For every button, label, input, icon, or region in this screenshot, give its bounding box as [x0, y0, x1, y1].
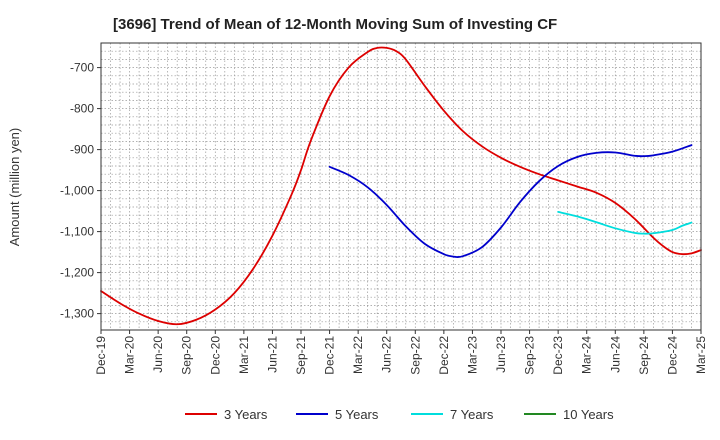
plot-frame	[100, 42, 702, 331]
x-tick-label: Sep-22	[408, 336, 422, 375]
series-layer	[100, 46, 702, 326]
x-tick-label: Dec-22	[437, 336, 451, 375]
plot-area	[101, 43, 701, 330]
x-tick-label: Jun-24	[608, 336, 622, 373]
x-tick-label: Dec-24	[665, 336, 679, 375]
x-tick-label: Sep-23	[523, 336, 537, 375]
x-tick-label: Mar-25	[694, 336, 708, 374]
grid	[101, 43, 701, 330]
x-tick-label: Jun-21	[265, 336, 279, 373]
legend-label-5-years: 5 Years	[335, 407, 379, 422]
x-tick-label: Dec-20	[208, 336, 222, 375]
x-tick-label: Mar-24	[580, 336, 594, 374]
legend-label-7-years: 7 Years	[450, 407, 494, 422]
x-tick-label: Sep-20	[180, 336, 194, 375]
x-axis: Dec-19 Mar-20 Jun-20 Sep-20 Dec-20 Mar-21 Jun-…	[94, 330, 708, 375]
x-tick-label: Dec-21	[323, 336, 337, 375]
y-axis: -700 -800 -900 -1,000 -1,100 -1,200 -1,300	[60, 61, 101, 321]
series-line-3-years	[100, 46, 702, 326]
x-tick-label: Jun-22	[380, 336, 394, 373]
x-tick-label: Mar-20	[123, 336, 137, 374]
y-axis-label: Amount (million yen)	[7, 128, 22, 247]
x-tick-label: Jun-23	[494, 336, 508, 373]
series-line-7-years	[557, 211, 693, 235]
chart-title: [3696] Trend of Mean of 12-Month Moving …	[113, 16, 557, 33]
x-tick-label: Mar-23	[465, 336, 479, 374]
y-tick-label: -800	[70, 102, 94, 116]
legend: 3 Years 5 Years 7 Years 10 Years	[185, 407, 614, 422]
x-tick-label: Mar-21	[237, 336, 251, 374]
y-tick-label: -700	[70, 61, 94, 75]
y-tick-label: -1,200	[60, 266, 94, 280]
y-tick-label: -1,300	[60, 307, 94, 321]
x-tick-label: Dec-23	[551, 336, 565, 375]
legend-label-3-years: 3 Years	[224, 407, 268, 422]
x-tick-label: Mar-22	[351, 336, 365, 374]
x-tick-label: Sep-24	[637, 336, 651, 375]
x-tick-label: Jun-20	[151, 336, 165, 373]
x-tick-label: Dec-19	[94, 336, 108, 375]
y-tick-label: -1,000	[60, 184, 94, 198]
y-tick-label: -900	[70, 143, 94, 157]
y-tick-label: -1,100	[60, 225, 94, 239]
x-tick-label: Sep-21	[294, 336, 308, 375]
series-line-5-years	[328, 144, 693, 259]
legend-label-10-years: 10 Years	[563, 407, 614, 422]
